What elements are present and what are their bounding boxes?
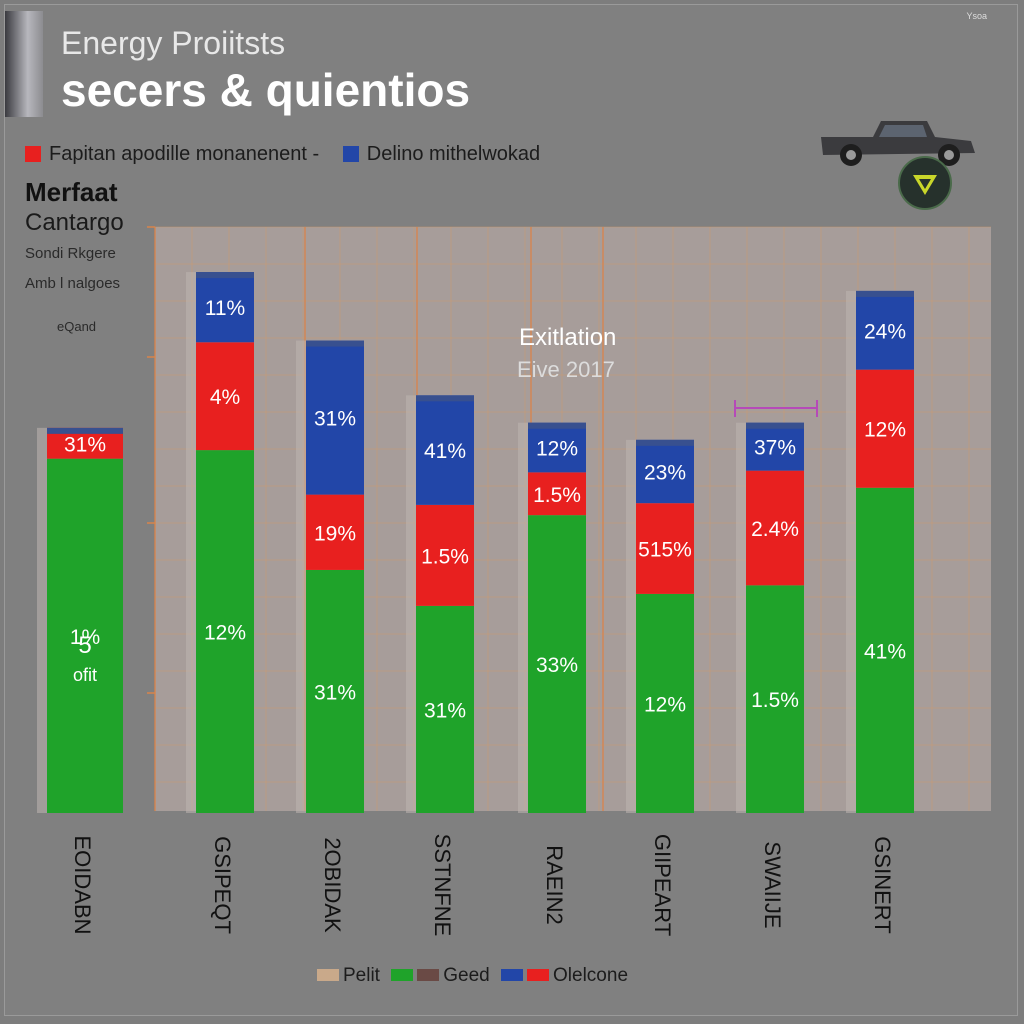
side-label-1: Merfaat <box>25 177 118 207</box>
bar-segment <box>746 470 804 586</box>
bar-segment <box>636 439 694 504</box>
bar-segment-label: 37% <box>754 437 796 460</box>
bar-segment-label: 1.5% <box>533 484 581 507</box>
bar-cap <box>856 290 914 297</box>
bar-cap <box>636 439 694 446</box>
bar-segment-label: 23% <box>644 462 686 485</box>
side-label-4: Amb l nalgoes <box>25 275 121 292</box>
category-label: 2OBIDAK <box>320 837 345 933</box>
side-label-2: Cantargo <box>25 209 124 236</box>
legend-swatch-blue <box>342 146 359 162</box>
category-label: SSTNFNE <box>430 834 455 937</box>
bottom-legend-swatch-2 <box>391 969 414 981</box>
bar-cap <box>196 272 254 279</box>
pickup-truck-icon <box>821 121 975 166</box>
bar-segment <box>196 450 254 813</box>
bar-segment-label: 4% <box>210 386 240 409</box>
chart-title: Energy Proiitsts <box>61 25 286 61</box>
bar-segment-label: 12% <box>864 419 906 442</box>
category-label: EOIDABN <box>70 835 95 934</box>
bar-segment <box>746 422 804 471</box>
chart-subtitle: secers & quientios <box>61 64 471 116</box>
bar-segment-label: 19% <box>314 522 356 545</box>
side-label-5: eQand <box>57 319 97 334</box>
bottom-legend-swatch-4 <box>501 969 524 981</box>
legend-swatch-red <box>25 146 41 162</box>
bar-segment-label: 33% <box>536 654 578 677</box>
bottom-legend-swatch-3 <box>417 969 440 981</box>
bar-segment <box>306 569 364 813</box>
category-label: GIIPEART <box>650 834 675 936</box>
bar-segment-label: 31% <box>314 681 356 704</box>
annotation-title: Exitlation <box>519 324 616 351</box>
side-label-3: Sondi Rkgere <box>25 245 116 262</box>
bar-segment-label: 24% <box>864 320 906 343</box>
bar-segment <box>416 395 474 505</box>
bar-segment <box>306 340 364 495</box>
bar-segment-label: 12% <box>644 693 686 716</box>
bar-segment <box>636 503 694 594</box>
bar-segment-label: 1% <box>70 626 100 649</box>
bar-segment <box>856 369 914 488</box>
bottom-legend-label-3: Olelcone <box>553 965 629 986</box>
bar-segment-label: 31% <box>64 433 106 456</box>
category-label: SWAIIJE <box>760 841 785 928</box>
bar-segment-label: 31% <box>314 408 356 431</box>
bottom-legend-swatch-1 <box>317 969 339 981</box>
bar-segment <box>856 487 914 813</box>
legend-label-red: Fapitan apodille monanenent - <box>49 143 320 165</box>
bar-segment-label: 2.4% <box>751 518 799 541</box>
bar-cap <box>306 340 364 347</box>
bar-segment <box>636 593 694 813</box>
bar-segment-label: 41% <box>864 640 906 663</box>
stacked-bar-chart: 1% 31% EOIDABN 12% 4% 11% GSIPEQT 31% 19% 31% 2OBI… <box>37 226 991 937</box>
bottom-legend-swatch-5 <box>527 969 550 981</box>
bar-segment <box>306 494 364 570</box>
bar-segment-label: 12% <box>536 438 578 461</box>
bar-segment <box>416 605 474 813</box>
category-label: RAEIN2 <box>542 845 567 924</box>
bar-segment <box>528 515 586 813</box>
bar-segment-label: 1.5% <box>751 689 799 712</box>
bar-cap <box>416 395 474 402</box>
category-label: GSIPEQT <box>210 836 235 934</box>
bottom-legend-label-2: Geed <box>443 965 490 986</box>
bar-segment-label: 12% <box>204 622 246 645</box>
bottom-legend-label-1: Pelit <box>343 965 380 986</box>
bar-segment <box>746 585 804 813</box>
bar-cap <box>746 422 804 429</box>
bar-segment <box>196 272 254 343</box>
bar-segment <box>528 472 586 516</box>
bar-segment-label: 41% <box>424 440 466 463</box>
bar-segment-label: 515% <box>638 539 692 562</box>
bar-segment-label: 31% <box>424 699 466 722</box>
bar-segment <box>528 422 586 473</box>
first-bar-center-sublabel: ofit <box>73 665 97 685</box>
annotation-subtitle: Eive 2017 <box>517 357 615 382</box>
category-label: GSINERT <box>870 836 895 933</box>
bar-segment <box>196 342 254 451</box>
bottom-legend: Pelit Geed Olelcone <box>317 965 628 987</box>
bar-segment <box>416 504 474 606</box>
decorative-strip <box>5 11 43 117</box>
bar-cap <box>47 427 123 434</box>
corner-text: Ysoa <box>966 11 987 21</box>
chart-frame: Energy Proiitsts secers & quientios Ysoa… <box>4 4 1018 1016</box>
bar-segment-label: 11% <box>205 297 245 320</box>
top-legend: Fapitan apodille monanenent - Delino mit… <box>25 143 540 166</box>
first-bar-center-label: 5 <box>78 632 91 659</box>
legend-label-blue: Delino mithelwokad <box>366 143 541 165</box>
bar-segment <box>856 290 914 370</box>
bar-segment-label: 1.5% <box>421 545 469 568</box>
bar-segment <box>47 458 123 813</box>
bar-cap <box>528 422 586 429</box>
emblem-badge-icon <box>898 156 952 210</box>
